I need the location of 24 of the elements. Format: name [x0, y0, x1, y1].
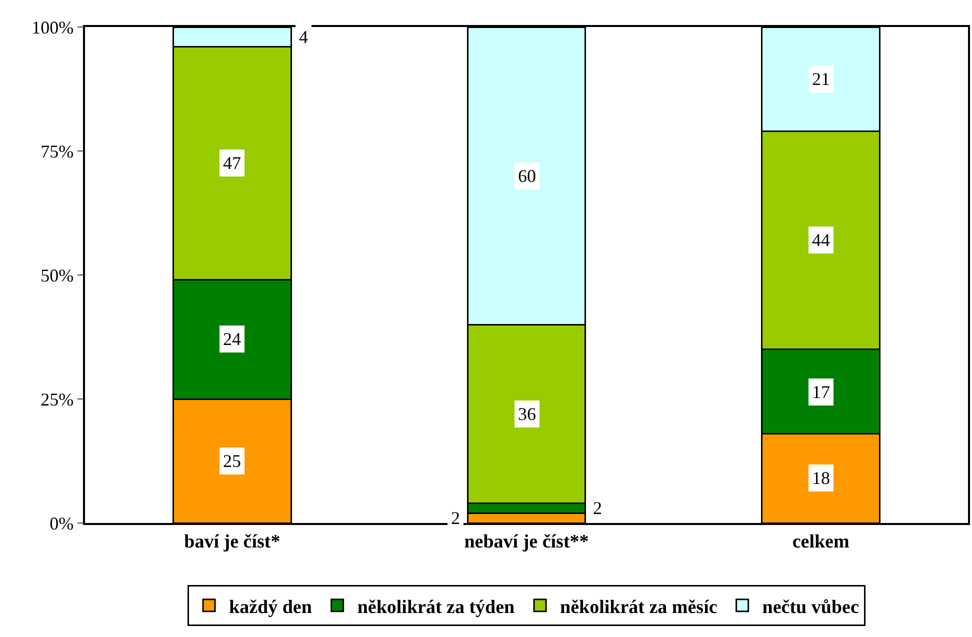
y-tick-label: 100% [32, 17, 74, 38]
data-label: 47 [223, 153, 241, 173]
x-tick-label: celkem [792, 532, 850, 553]
data-label: 25 [223, 451, 241, 471]
data-label: 17 [812, 382, 830, 402]
data-label: 21 [812, 69, 830, 89]
data-label: 2 [593, 498, 602, 518]
data-label: 60 [518, 166, 536, 186]
legend-label: nečtu vůbec [762, 596, 859, 618]
y-tick-label: 50% [40, 265, 74, 286]
data-label: 24 [223, 329, 241, 349]
x-tick-label: baví je číst* [184, 532, 280, 553]
x-tick-label: nebaví je číst** [464, 532, 589, 553]
legend-label: každý den [229, 596, 312, 618]
y-tick-label: 75% [40, 141, 74, 162]
legend-label: několikrát za týden [357, 596, 516, 618]
data-label: 2 [451, 508, 460, 528]
y-tick-label: 0% [50, 513, 74, 534]
data-label: 44 [812, 230, 830, 250]
data-label: 4 [299, 27, 308, 47]
data-label: 18 [812, 468, 830, 488]
data-label: 36 [518, 404, 536, 424]
legend-label: několikrát za měsíc [560, 596, 718, 618]
y-tick-label: 25% [40, 389, 74, 410]
